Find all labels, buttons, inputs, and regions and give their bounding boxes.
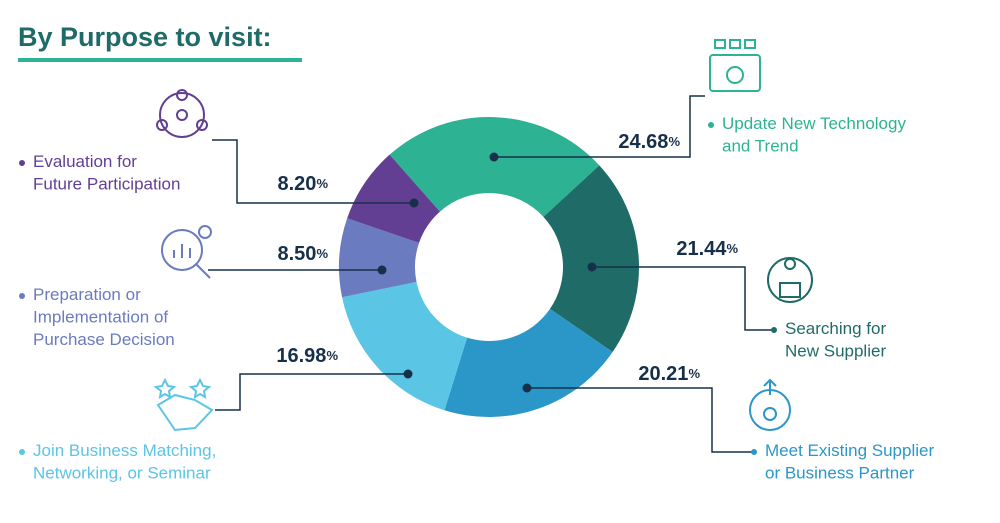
legend-bullet [751, 449, 757, 455]
icon-technology [709, 39, 761, 92]
icon-partner [749, 378, 791, 431]
pie-slice [339, 218, 420, 298]
legend-bullet [19, 160, 25, 166]
leader-line [592, 266, 773, 331]
leader-dot [403, 369, 413, 379]
leader-dot [587, 262, 597, 272]
pie-slice [543, 165, 639, 352]
category-label: Update New Technology and Trend [722, 114, 906, 156]
icon-matching [153, 377, 214, 432]
category-label: Searching for New Supplier [785, 319, 886, 361]
legend-bullet [19, 449, 25, 455]
pie-slice [342, 281, 468, 411]
leader-dot [409, 198, 419, 208]
icon-supplier [767, 257, 813, 303]
leader-dot [377, 265, 387, 275]
data-label: 16.98% [276, 345, 338, 367]
legend-bullet [19, 293, 25, 299]
pie-slice [444, 308, 613, 417]
leader-line [215, 373, 408, 411]
title-underline [18, 58, 302, 62]
data-label: 20.21% [638, 363, 700, 385]
leader-line [212, 139, 414, 204]
icons [153, 39, 813, 432]
leader-line [527, 387, 755, 453]
data-label: 8.20% [278, 173, 329, 195]
leader-line [494, 95, 705, 158]
data-label: 8.50% [278, 243, 329, 265]
data-label: 21.44% [676, 238, 738, 260]
icon-purchase [161, 225, 212, 279]
legend-bullet [708, 122, 714, 128]
leader-dot [522, 383, 532, 393]
category-label: Meet Existing Supplier or Business Partne… [765, 441, 934, 483]
pie-slice [347, 154, 440, 243]
data-label: 24.68% [618, 131, 680, 153]
legend-bullet [771, 327, 777, 333]
category-label: Join Business Matching, Networking, or Se… [33, 441, 216, 483]
leader-dot [489, 152, 499, 162]
category-label: Preparation or Implementation of Purchase … [33, 285, 175, 349]
pie-slice [389, 116, 600, 217]
chart-title: By Purpose to visit: [18, 22, 272, 52]
icon-evaluation [156, 89, 208, 138]
category-label: Evaluation for Future Participation [33, 152, 180, 194]
